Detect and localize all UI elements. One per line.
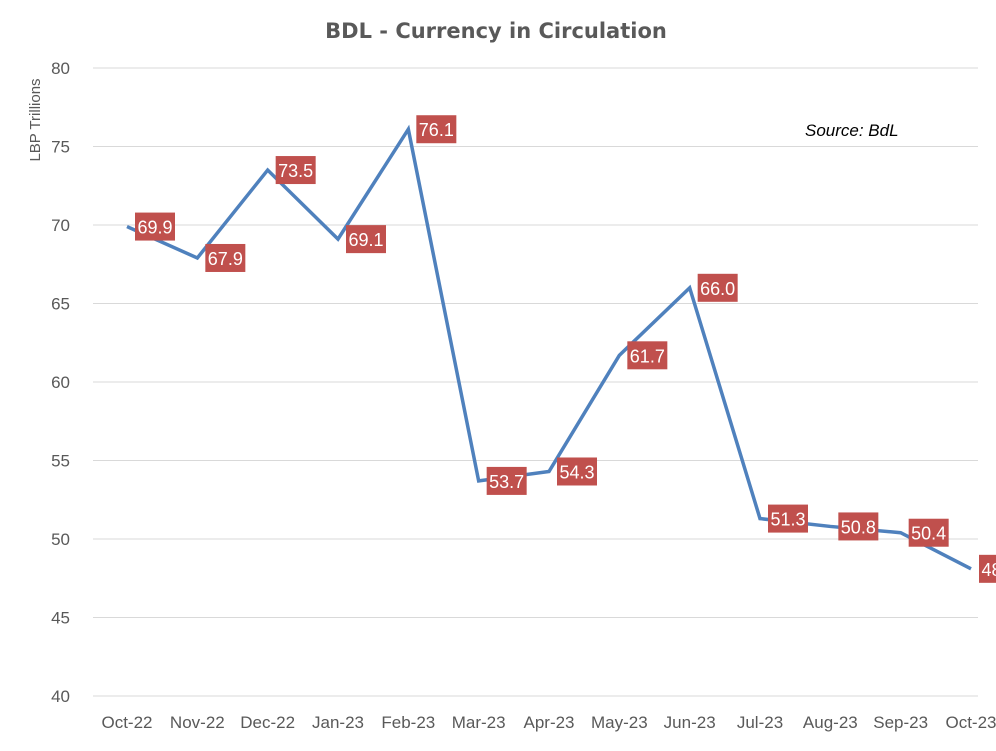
data-label-box (557, 457, 597, 486)
y-tick-label: 80 (51, 59, 70, 78)
series-line (126, 124, 972, 571)
x-tick-label: Jun-23 (664, 713, 716, 732)
x-tick-label: Oct-23 (945, 713, 996, 732)
data-label: 61.7 (630, 346, 665, 366)
data-label-box (908, 518, 949, 547)
y-axis-label: LBP Trillions (27, 78, 44, 161)
x-tick-label: Nov-22 (170, 713, 225, 732)
y-tick-label: 50 (51, 530, 70, 549)
data-label-box (346, 225, 386, 254)
data-label-box (979, 554, 996, 583)
x-tick-label: May-23 (591, 713, 648, 732)
data-label-box (205, 243, 246, 272)
x-tick-label: Aug-23 (803, 713, 858, 732)
data-label-box (135, 212, 175, 241)
data-label: 50.4 (911, 524, 946, 544)
data-label: 51.3 (770, 510, 805, 530)
x-tick-label: Dec-22 (240, 713, 295, 732)
data-label-box (838, 512, 879, 541)
data-label: 76.1 (419, 120, 454, 140)
y-tick-label: 60 (51, 373, 70, 392)
data-label: 69.1 (348, 230, 383, 250)
y-tick-label: 70 (51, 216, 70, 235)
x-tick-label: Jul-23 (737, 713, 783, 732)
source-annotation: Source: BdL (805, 121, 899, 140)
data-label-box (416, 115, 457, 144)
data-label-box (768, 504, 808, 533)
x-tick-label: Jan-23 (312, 713, 364, 732)
x-tick-label: Apr-23 (523, 713, 574, 732)
y-tick-label: 40 (51, 687, 70, 706)
data-label: 66.0 (700, 279, 735, 299)
x-tick-label: Sep-23 (873, 713, 928, 732)
data-label-box (627, 341, 668, 370)
data-label: 50.8 (841, 517, 876, 537)
y-tick-label: 45 (51, 609, 70, 628)
x-tick-label: Mar-23 (452, 713, 506, 732)
data-label: 48.1 (981, 560, 996, 580)
data-label: 54.3 (559, 462, 594, 482)
data-label: 53.7 (489, 472, 524, 492)
data-label: 69.9 (137, 218, 172, 238)
y-tick-label: 75 (51, 138, 70, 157)
data-label-box (486, 466, 527, 495)
data-label-box (697, 273, 738, 302)
x-tick-label: Oct-22 (101, 713, 152, 732)
x-tick-label: Feb-23 (381, 713, 435, 732)
data-label: 73.5 (278, 161, 313, 181)
y-tick-label: 55 (51, 452, 70, 471)
data-label-box (275, 156, 316, 185)
y-tick-label: 65 (51, 295, 70, 314)
data-label: 67.9 (208, 249, 243, 269)
chart-title: BDL - Currency in Circulation (325, 19, 667, 43)
